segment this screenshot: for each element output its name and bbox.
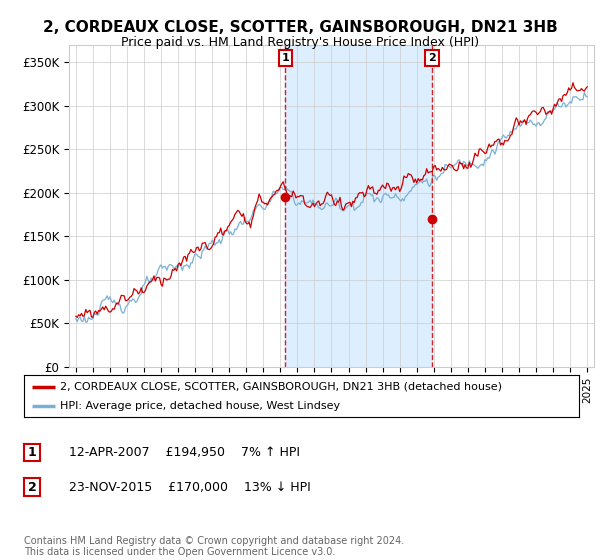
Text: 12-APR-2007    £194,950    7% ↑ HPI: 12-APR-2007 £194,950 7% ↑ HPI	[69, 446, 300, 459]
Bar	[286, 45, 432, 367]
Text: 2, CORDEAUX CLOSE, SCOTTER, GAINSBOROUGH, DN21 3HB: 2, CORDEAUX CLOSE, SCOTTER, GAINSBOROUGH…	[43, 20, 557, 35]
Text: 2: 2	[428, 53, 436, 63]
Text: 2: 2	[28, 480, 37, 494]
Text: 23-NOV-2015    £170,000    13% ↓ HPI: 23-NOV-2015 £170,000 13% ↓ HPI	[69, 480, 311, 494]
Text: 2, CORDEAUX CLOSE, SCOTTER, GAINSBOROUGH, DN21 3HB (detached house): 2, CORDEAUX CLOSE, SCOTTER, GAINSBOROUGH…	[60, 381, 502, 391]
Text: Contains HM Land Registry data © Crown copyright and database right 2024.
This d: Contains HM Land Registry data © Crown c…	[24, 535, 404, 557]
Text: 1: 1	[281, 53, 289, 63]
Text: 1: 1	[28, 446, 37, 459]
Text: HPI: Average price, detached house, West Lindsey: HPI: Average price, detached house, West…	[60, 401, 340, 411]
Text: Price paid vs. HM Land Registry's House Price Index (HPI): Price paid vs. HM Land Registry's House …	[121, 36, 479, 49]
